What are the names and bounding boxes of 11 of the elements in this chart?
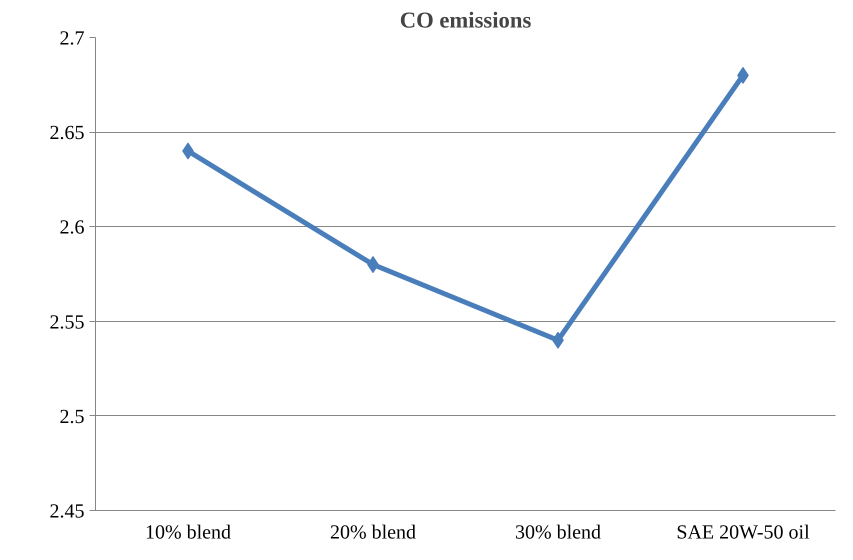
x-tick-label: 20% blend <box>330 522 416 544</box>
y-tick-label: 2.5 <box>60 406 84 428</box>
y-tick-label: 2.45 <box>50 500 84 522</box>
y-tick-label: 2.6 <box>60 216 84 239</box>
x-tick-label: 10% blend <box>144 522 232 544</box>
y-tick-label: 2.65 <box>50 122 84 144</box>
chart-title: CO emissions <box>400 8 532 32</box>
x-tick-label: 30% blend <box>514 522 602 544</box>
y-tick-label: 2.7 <box>60 28 84 50</box>
y-tick-label: 2.55 <box>50 311 84 334</box>
x-tick-label: SAE 20W-50 oil <box>676 522 810 544</box>
